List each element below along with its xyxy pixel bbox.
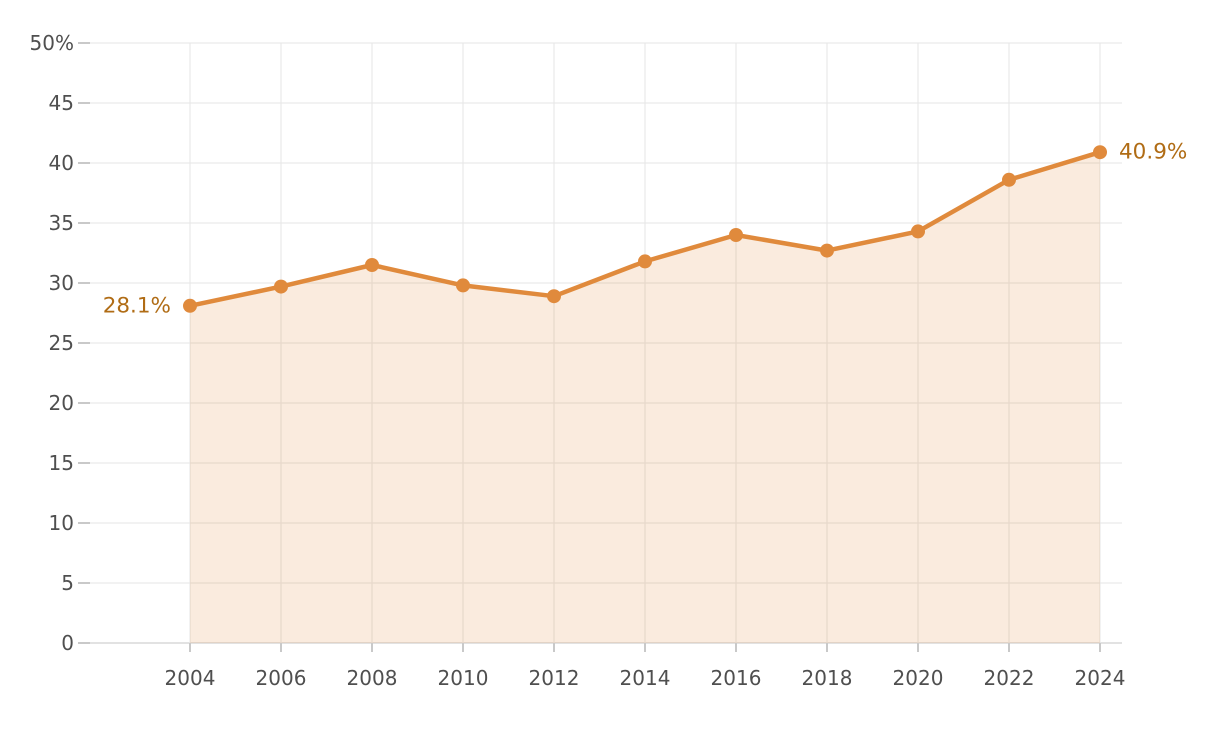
x-axis-tick-label: 2022 (984, 666, 1035, 690)
data-point-marker (729, 228, 743, 242)
x-axis-tick-label: 2020 (893, 666, 944, 690)
y-axis-tick-label: 20 (49, 391, 74, 415)
data-point-marker (638, 254, 652, 269)
y-axis-tick-label: 0 (61, 631, 74, 655)
x-axis-tick-label: 2014 (620, 666, 671, 690)
data-point-marker (274, 279, 288, 294)
y-axis-tick-label: 45 (49, 91, 74, 115)
data-point-marker (547, 289, 561, 304)
y-axis-tick-label: 10 (49, 511, 74, 535)
y-axis-tick-label: 50% (30, 31, 74, 55)
y-axis-tick-label: 25 (49, 331, 74, 355)
first-point-annotation: 28.1% (103, 293, 171, 318)
data-point-marker (820, 243, 834, 258)
y-axis-tick-label: 40 (49, 151, 74, 175)
data-point-marker (1002, 172, 1016, 187)
x-axis-tick-label: 2004 (165, 666, 216, 690)
x-axis-tick-label: 2006 (256, 666, 307, 690)
x-axis-tick-label: 2024 (1075, 666, 1126, 690)
x-axis-tick-label: 2018 (802, 666, 853, 690)
data-point-marker (183, 298, 197, 313)
data-point-marker (456, 278, 470, 293)
x-axis-tick-label: 2010 (438, 666, 489, 690)
last-point-annotation: 40.9% (1119, 140, 1187, 165)
area-fill (190, 152, 1100, 643)
data-point-marker (911, 224, 925, 239)
x-axis-tick-label: 2008 (347, 666, 398, 690)
x-axis-tick-label: 2016 (711, 666, 762, 690)
y-axis-tick-label: 15 (49, 451, 74, 475)
y-axis-tick-label: 30 (49, 271, 74, 295)
y-axis-tick-label: 35 (49, 211, 74, 235)
data-point-marker (1093, 145, 1107, 160)
x-axis-tick-label: 2012 (529, 666, 580, 690)
data-point-marker (365, 258, 379, 272)
y-axis-tick-label: 5 (61, 571, 74, 595)
